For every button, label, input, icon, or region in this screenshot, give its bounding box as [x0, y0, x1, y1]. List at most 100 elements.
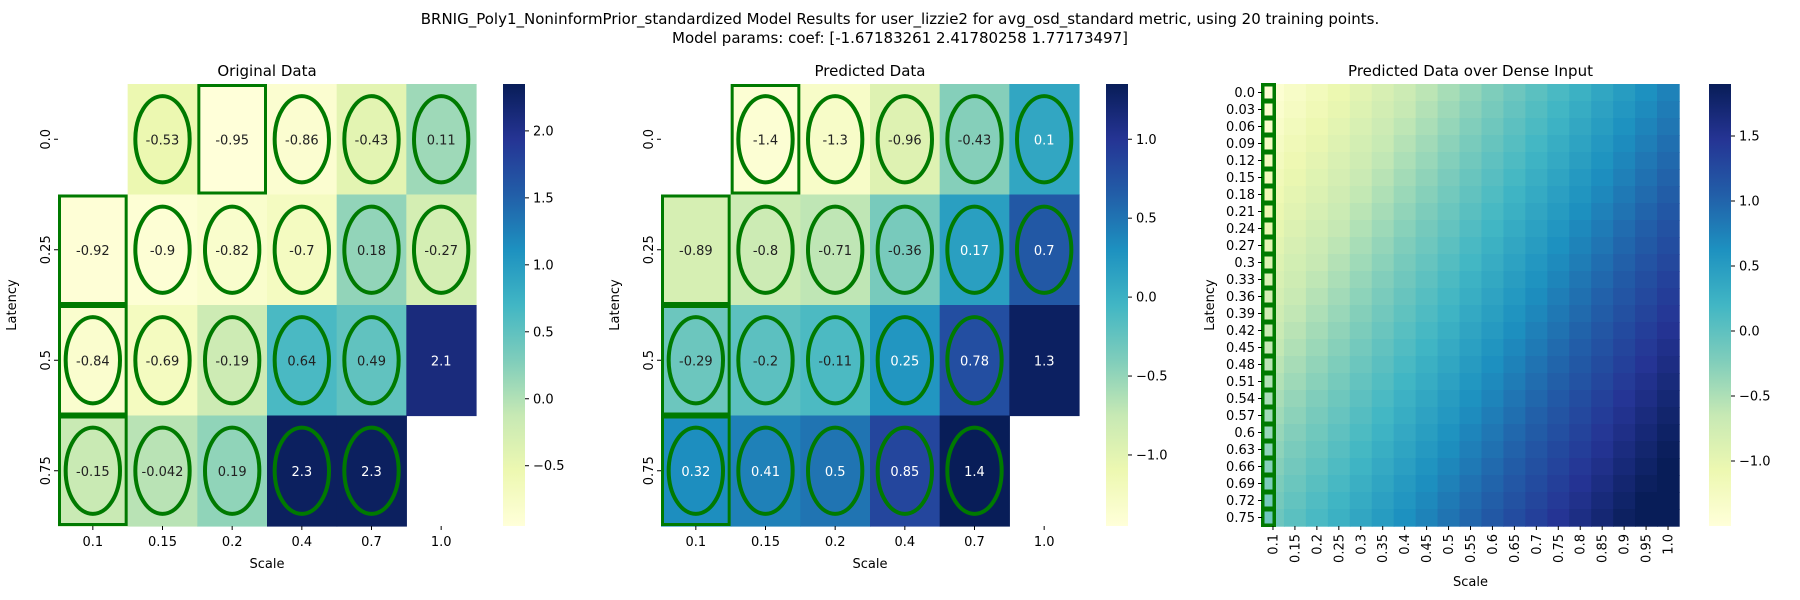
heatmap-cell [1525, 254, 1549, 272]
colorbar-tick-label: −1.0 [1136, 448, 1168, 463]
heatmap-cell [1393, 424, 1417, 442]
heatmap-cell [1481, 441, 1505, 459]
x-tick-label: 0.1 [685, 535, 706, 550]
heatmap-cell [336, 305, 407, 417]
heatmap-cell [1305, 271, 1329, 289]
cell-value-label: -0.89 [679, 244, 713, 259]
train-point-ellipse [875, 425, 935, 516]
heatmap-cell [1657, 390, 1680, 408]
heatmap-cell [1305, 288, 1329, 306]
cell-value-label: -0.9 [150, 244, 175, 259]
heatmap-cell [1437, 458, 1461, 476]
train-point-ellipse [805, 315, 865, 406]
min-point-box [1261, 134, 1276, 153]
heatmap-cell [1349, 356, 1373, 374]
heatmap-cell [1503, 237, 1527, 255]
heatmap-cell [1305, 186, 1329, 204]
heatmap-cell [1503, 169, 1527, 187]
heatmap-cell [1415, 475, 1439, 493]
heatmap-cell [1525, 305, 1549, 323]
heatmap-cell [1481, 254, 1505, 272]
heatmap-cell [1635, 305, 1658, 323]
heatmap-cell [1635, 390, 1658, 408]
heatmap-cell [1371, 101, 1395, 119]
heatmap-cell [1569, 254, 1592, 272]
x-tick-label: 0.2 [1310, 534, 1325, 555]
heatmap-cell [1657, 135, 1680, 153]
heatmap-cell [1459, 458, 1483, 476]
heatmap-cell [1525, 475, 1549, 493]
y-axis-label: Latency [1203, 279, 1218, 331]
cell-value-label: 1.4 [964, 465, 985, 480]
heatmap-cell [1393, 101, 1417, 119]
y-tick-label: 0.75 [642, 456, 657, 485]
cell-value-label: 0.7 [1034, 244, 1055, 259]
train-point-ellipse [945, 204, 1004, 295]
cell-value-label: -1.3 [822, 133, 847, 148]
heatmap-cell [1635, 135, 1658, 153]
y-tick-label: 0.42 [1226, 324, 1255, 339]
train-point-ellipse [1014, 204, 1074, 295]
heatmap-cell [267, 84, 338, 196]
y-tick-label: 0.0 [1234, 86, 1255, 101]
heatmap-cell [1635, 118, 1658, 136]
heatmap-cell [1569, 509, 1592, 527]
train-point-ellipse [736, 315, 795, 406]
heatmap-cell [1393, 509, 1417, 527]
y-tick-label: 0.21 [1226, 205, 1255, 220]
heatmap-cell [1613, 288, 1636, 306]
heatmap-cell [1525, 356, 1549, 374]
x-tick-label: 0.75 [1552, 534, 1567, 563]
colorbar-tick-label: 1.0 [533, 258, 554, 273]
cell-value-label: 0.25 [890, 354, 919, 369]
y-tick-label: 0.48 [1226, 358, 1255, 373]
y-tick-label: 0.15 [1226, 171, 1255, 186]
heatmap-cell [1371, 186, 1395, 204]
heatmap-cell [1415, 356, 1439, 374]
heatmap-cell [1393, 373, 1417, 391]
heatmap-cell [1635, 441, 1658, 459]
x-tick-label: 0.7 [361, 535, 382, 550]
heatmap-cell [730, 305, 801, 417]
heatmap-cell [1371, 220, 1395, 238]
heatmap-cell [1459, 101, 1483, 119]
heatmap-cell [1305, 305, 1329, 323]
heatmap-cell [1547, 152, 1570, 170]
heatmap-cell [1327, 492, 1351, 510]
heatmap-cell [1503, 220, 1527, 238]
heatmap-cell [1525, 118, 1549, 136]
heatmap-cell [1569, 84, 1592, 102]
min-point-box [1261, 474, 1276, 493]
min-point-box [1261, 423, 1276, 442]
heatmap-cell [1327, 288, 1351, 306]
heatmap-cell [1503, 305, 1527, 323]
heatmap-cell [1393, 305, 1417, 323]
heatmap-cell [1569, 237, 1592, 255]
train-point-ellipse [666, 315, 726, 406]
heatmap-cell [1613, 84, 1636, 102]
heatmap-cell [1591, 186, 1614, 204]
cell-value-label: -0.2 [753, 354, 778, 369]
heatmap-cell [1393, 118, 1417, 136]
heatmap-cell [1481, 305, 1505, 323]
x-tick-label: 0.7 [964, 535, 985, 550]
heatmap-cell [1415, 441, 1439, 459]
heatmap-cell [1657, 441, 1680, 459]
heatmap-cell [1481, 424, 1505, 442]
heatmap-cell [1635, 424, 1658, 442]
colorbar [503, 84, 525, 526]
heatmap-cell [1657, 254, 1680, 272]
heatmap-cell [1525, 101, 1549, 119]
heatmap-cell [1657, 509, 1680, 527]
heatmap-cell [1481, 407, 1505, 425]
heatmap-cell [1415, 390, 1439, 408]
y-tick-label: 0.45 [1226, 341, 1255, 356]
heatmap-cell [1613, 390, 1636, 408]
heatmap-cell [1613, 169, 1636, 187]
heatmap-cell [1415, 237, 1439, 255]
heatmap-cell [1327, 509, 1351, 527]
heatmap-cell [1305, 169, 1329, 187]
heatmap-cell [1481, 118, 1505, 136]
x-tick-label: 0.4 [1398, 534, 1413, 555]
